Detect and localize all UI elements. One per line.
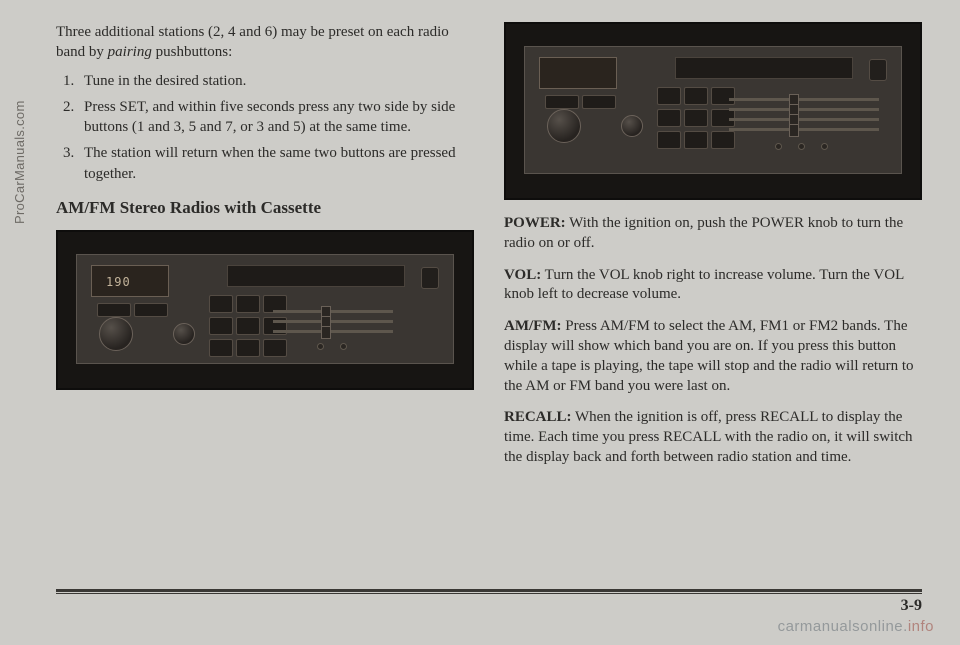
- cassette-slot: [675, 57, 853, 79]
- amfm-button: [97, 303, 131, 317]
- preset-btn: [236, 295, 260, 313]
- small-button-row: [97, 303, 168, 317]
- radio-display: [539, 57, 617, 89]
- preset-btn: [684, 131, 708, 149]
- para-vol: VOL: Turn the VOL knob right to increase…: [504, 266, 922, 306]
- radio-display-text: 190: [92, 266, 168, 289]
- page-number: 3-9: [901, 597, 922, 615]
- preset-btn: [684, 109, 708, 127]
- recall-button: [582, 95, 616, 109]
- step-3: The station will return when the same tw…: [78, 143, 474, 184]
- intro-paragraph: Three additional stations (2, 4 and 6) m…: [56, 22, 474, 63]
- para-body: Turn the VOL knob right to increase volu…: [504, 267, 904, 303]
- para-amfm: AM/FM: Press AM/FM to select the AM, FM1…: [504, 317, 922, 396]
- equalizer-sliders: [273, 303, 393, 340]
- radio-figure-top: [504, 22, 922, 200]
- preset-btn: [209, 295, 233, 313]
- intro-text-em: pairing: [108, 44, 152, 60]
- eq-slider: [273, 310, 393, 313]
- para-power: POWER: With the ignition on, push the PO…: [504, 214, 922, 254]
- eject-button: [869, 59, 887, 81]
- tune-knob: [621, 115, 643, 137]
- tune-knob: [173, 323, 195, 345]
- page-content: Three additional stations (2, 4 and 6) m…: [56, 20, 922, 617]
- preset-btn: [209, 317, 233, 335]
- intro-text-post: pushbuttons:: [152, 44, 232, 60]
- watermark-accent: info: [908, 618, 934, 635]
- eq-slider: [273, 320, 393, 323]
- section-heading: AM/FM Stereo Radios with Cassette: [56, 198, 474, 218]
- steps-list: Tune in the desired station. Press SET, …: [56, 71, 474, 184]
- preset-row-3: [209, 339, 287, 357]
- fade-knob: [340, 343, 347, 350]
- volume-knob: [99, 317, 133, 351]
- recall-button: [134, 303, 168, 317]
- footer-rule: [56, 589, 922, 593]
- preset-row-1: [657, 87, 735, 105]
- small-button-row: [545, 95, 616, 109]
- footer-rule-thick: [56, 589, 922, 592]
- volume-knob: [547, 109, 581, 143]
- preset-btn: [657, 109, 681, 127]
- bal-fade-knobs: [775, 143, 828, 150]
- step-2: Press SET, and within five seconds press…: [78, 97, 474, 138]
- dot-knob: [798, 143, 805, 150]
- eq-slider: [273, 330, 393, 333]
- preset-btn: [209, 339, 233, 357]
- dot-knob: [821, 143, 828, 150]
- preset-row-2: [657, 109, 735, 127]
- watermark: carmanualsonline.info: [778, 618, 934, 635]
- bal-knob: [317, 343, 324, 350]
- para-body: Press AM/FM to select the AM, FM1 or FM2…: [504, 318, 913, 393]
- para-lead: POWER:: [504, 215, 566, 231]
- equalizer-sliders: [729, 91, 879, 138]
- cassette-slot: [227, 265, 405, 287]
- right-column: POWER: With the ignition on, push the PO…: [504, 20, 922, 617]
- preset-btn: [236, 317, 260, 335]
- radio-panel: [524, 46, 902, 174]
- radio-display: 190: [91, 265, 169, 297]
- sidebar-watermark: ProCarManuals.com: [12, 100, 27, 224]
- para-lead: AM/FM:: [504, 318, 561, 334]
- amfm-button: [545, 95, 579, 109]
- para-recall: RECALL: When the ignition is off, press …: [504, 408, 922, 467]
- step-1: Tune in the desired station.: [78, 71, 474, 91]
- dot-knob: [775, 143, 782, 150]
- para-lead: VOL:: [504, 267, 541, 283]
- watermark-main: carmanualsonline.: [778, 618, 908, 635]
- preset-btn: [236, 339, 260, 357]
- footer-rule-thin: [56, 593, 922, 594]
- radio-figure-bottom: 190: [56, 230, 474, 390]
- preset-btn: [684, 87, 708, 105]
- eq-slider: [729, 128, 879, 131]
- eq-slider: [729, 98, 879, 101]
- para-lead: RECALL:: [504, 409, 572, 425]
- eq-slider: [729, 118, 879, 121]
- radio-panel: 190: [76, 254, 454, 364]
- eject-button: [421, 267, 439, 289]
- preset-btn: [657, 131, 681, 149]
- eq-slider: [729, 108, 879, 111]
- bal-fade-knobs: [317, 343, 347, 350]
- preset-row-3: [657, 131, 735, 149]
- radio-display-text: [540, 58, 616, 67]
- preset-btn: [657, 87, 681, 105]
- preset-btn: [263, 339, 287, 357]
- left-column: Three additional stations (2, 4 and 6) m…: [56, 20, 474, 617]
